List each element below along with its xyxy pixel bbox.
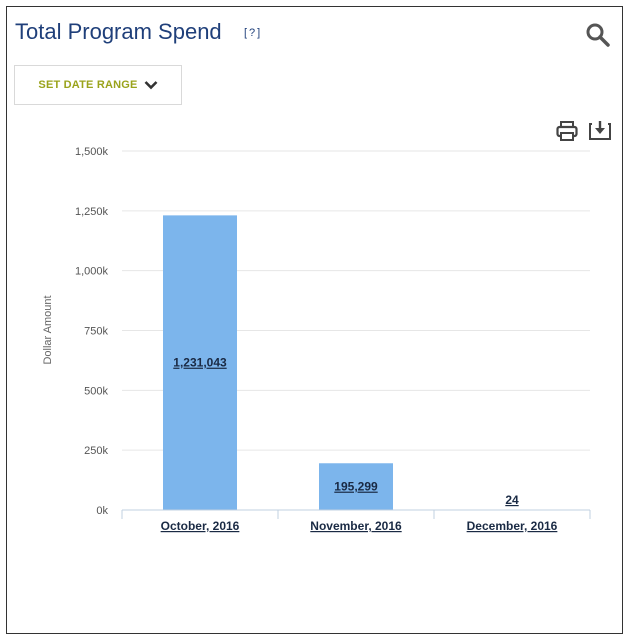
program-spend-panel — [6, 6, 623, 634]
bar-data-label[interactable]: 24 — [505, 493, 519, 507]
y-tick-label: 250k — [84, 445, 108, 457]
bar[interactable] — [163, 215, 237, 511]
y-tick-label: 750k — [84, 326, 108, 338]
bar-data-label[interactable]: 1,231,043 — [173, 356, 227, 370]
y-tick-label: 1,500k — [75, 146, 109, 158]
bar-data-label[interactable]: 195,299 — [334, 480, 378, 494]
y-tick-label: 500k — [84, 385, 108, 397]
y-axis-label: Dollar Amount — [42, 295, 54, 364]
widget-title: Total Program Spend — [15, 19, 222, 44]
x-category-label[interactable]: October, 2016 — [161, 519, 240, 533]
y-tick-label: 1,250k — [75, 206, 109, 218]
y-tick-label: 0k — [96, 505, 108, 517]
set-date-range-button[interactable]: SET DATE RANGE — [14, 65, 182, 105]
x-category-label[interactable]: November, 2016 — [310, 519, 402, 533]
y-tick-label: 1,000k — [75, 266, 109, 278]
bar[interactable] — [319, 463, 393, 510]
download-icon[interactable] — [588, 119, 612, 141]
search-icon[interactable] — [585, 22, 611, 48]
chevron-down-icon — [144, 81, 157, 90]
x-category-label[interactable]: December, 2016 — [467, 519, 558, 533]
help-link[interactable]: [?] — [244, 27, 263, 39]
print-icon[interactable] — [556, 120, 578, 142]
set-date-range-label: SET DATE RANGE — [38, 79, 138, 91]
